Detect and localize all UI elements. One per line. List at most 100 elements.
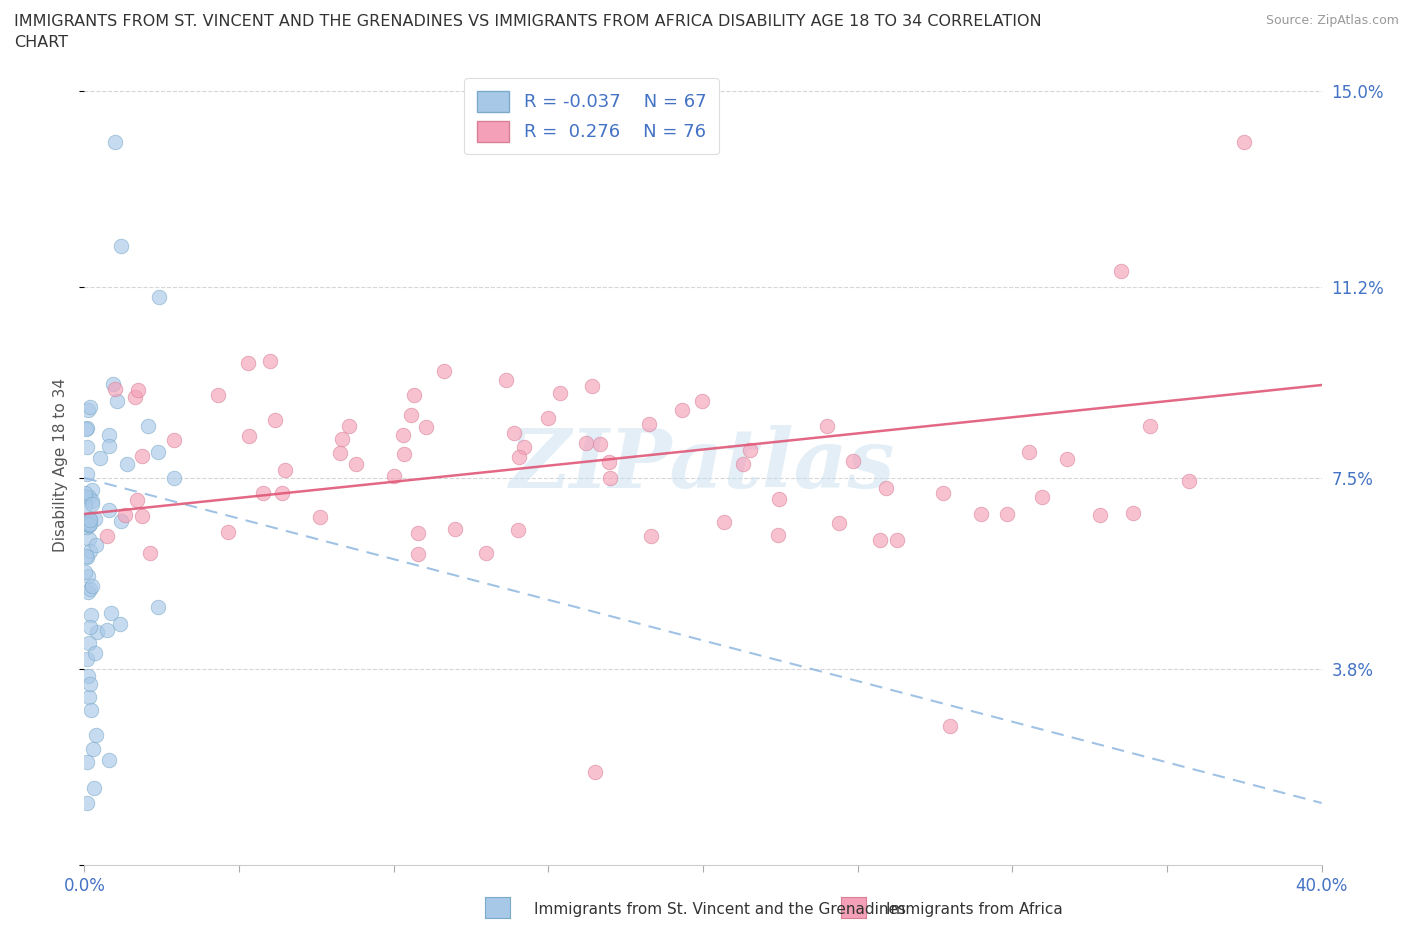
Point [77,518,100,533]
Point [768,528,790,543]
Point [79,399,101,414]
Point [1178,474,1201,489]
Text: Immigrants from Africa: Immigrants from Africa [886,902,1063,917]
Point [401,408,423,423]
Text: Immigrants from St. Vincent and the Grenadines: Immigrants from St. Vincent and the Gren… [534,902,907,917]
Point [104,135,127,150]
Point [77,584,100,599]
Point [869,533,891,548]
Point [82,494,104,509]
Point [344,457,367,472]
Text: ZIPatlas: ZIPatlas [510,425,896,505]
Point [512,440,534,455]
Point [96,623,118,638]
Point [83,780,105,795]
Point [264,412,287,427]
Point [76,669,98,684]
Point [583,764,606,779]
Point [828,515,851,530]
Point [640,528,662,543]
Point [77,531,100,546]
Point [402,388,425,403]
Point [162,432,184,447]
Point [637,417,659,432]
Point [308,509,330,524]
Point [433,363,456,378]
Point [475,545,498,560]
Point [124,390,146,405]
Point [406,526,429,541]
Point [841,453,863,468]
Point [75,512,97,527]
Point [131,508,153,523]
Point [79,512,101,526]
Point [79,582,101,597]
Point [101,377,124,392]
Point [886,533,908,548]
Point [73,485,96,500]
Point [259,353,281,368]
Point [110,617,132,631]
Point [73,565,96,579]
Point [76,795,98,810]
Point [238,429,260,444]
Point [236,356,259,371]
Point [415,419,437,434]
Point [217,525,239,539]
Point [671,402,693,417]
Point [391,428,413,443]
Point [392,446,415,461]
Point [80,578,103,593]
Point [125,493,148,508]
Point [733,457,755,472]
Point [83,512,105,526]
Point [79,490,101,505]
Point [79,677,101,692]
Point [207,388,229,403]
Point [738,442,761,457]
Point [98,438,121,453]
Point [76,569,98,584]
Point [768,491,790,506]
Point [96,528,118,543]
Point [77,518,100,533]
Point [690,394,713,409]
Point [77,690,100,705]
Point [79,512,101,527]
Point [598,455,620,470]
Point [329,446,352,461]
Point [79,619,101,634]
Point [1056,451,1078,466]
Point [581,379,603,393]
Point [537,410,560,425]
Point [84,538,107,552]
Point [139,546,162,561]
Point [337,418,360,433]
Point [76,754,98,769]
Point [548,385,571,400]
Point [76,519,98,534]
Text: CHART: CHART [14,35,67,50]
Y-axis label: Disability Age 18 to 34: Disability Age 18 to 34 [52,378,67,552]
Point [444,522,467,537]
Point [713,514,735,529]
Point [73,488,96,503]
Point [931,485,953,500]
Point [86,625,108,640]
Text: IMMIGRANTS FROM ST. VINCENT AND THE GRENADINES VS IMMIGRANTS FROM AFRICA DISABIL: IMMIGRANTS FROM ST. VINCENT AND THE GREN… [14,14,1042,29]
Point [76,651,98,666]
Point [100,606,122,621]
Point [75,516,97,531]
Point [815,418,838,433]
Point [271,485,294,500]
Point [146,600,169,615]
Point [76,550,98,565]
Point [79,703,101,718]
Point [148,290,170,305]
Legend: R = -0.037    N = 67, R =  0.276    N = 76: R = -0.037 N = 67, R = 0.276 N = 76 [464,78,718,154]
Point [1090,508,1112,523]
Point [588,437,610,452]
Point [503,425,526,440]
Point [80,607,103,622]
Point [508,449,530,464]
